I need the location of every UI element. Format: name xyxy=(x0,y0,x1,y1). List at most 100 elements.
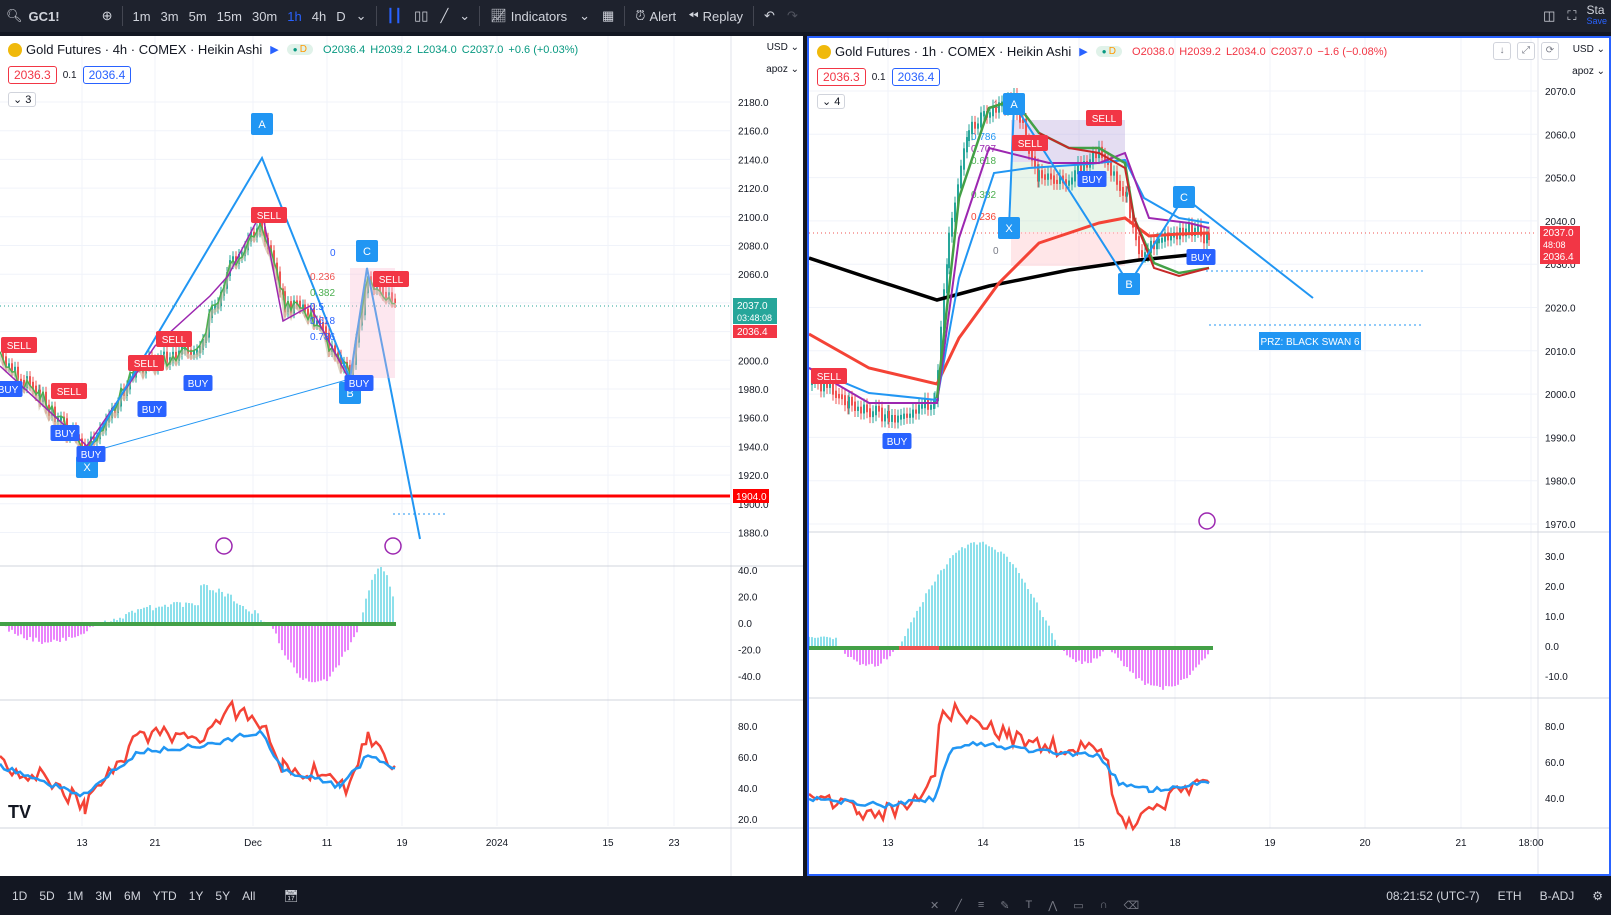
redo-button[interactable]: ↷ xyxy=(781,0,804,32)
range-6m[interactable]: 6M xyxy=(124,888,141,903)
clock-time[interactable]: 08:21:52 (UTC-7) xyxy=(1386,888,1480,903)
interval-dropdown[interactable]: ⌄ xyxy=(351,8,372,24)
unit-selector[interactable]: apoz ⌄ xyxy=(766,64,799,75)
buy-price-button[interactable]: 2036.4 xyxy=(891,68,941,86)
low-value: L2034.0 xyxy=(1225,45,1266,58)
symbol-search[interactable]: 🔍︎ GC1! xyxy=(0,0,66,32)
candle-body xyxy=(334,345,336,357)
eraser-icon[interactable]: ⌫ xyxy=(1123,900,1140,912)
session-toggle[interactable]: ETH xyxy=(1497,888,1522,903)
candle-body xyxy=(918,404,920,414)
layout-panels-button[interactable]: ◫ xyxy=(1537,0,1561,32)
chart-type-bars-button[interactable]: ┃┃ xyxy=(381,0,409,32)
sell-price-button[interactable]: 2036.3 xyxy=(817,68,866,86)
interval-d[interactable]: D xyxy=(336,8,346,24)
candle-body xyxy=(1188,223,1190,233)
candle-body xyxy=(273,250,275,267)
last-price-bg xyxy=(1540,226,1580,264)
currency-selector[interactable]: USD ⌄ xyxy=(766,42,799,53)
compare-button[interactable]: ⊕ xyxy=(96,0,119,32)
candle-body xyxy=(264,226,266,242)
chart-legend: Gold Futures · 1h · COMEX · Heikin Ashi … xyxy=(817,44,1389,59)
interval-30m[interactable]: 30m xyxy=(251,8,278,24)
adjustment-toggle[interactable]: B-ADJ xyxy=(1539,888,1575,903)
chart-type-candles-button[interactable]: ▯▯ xyxy=(408,0,434,32)
interval-4h[interactable]: 4h xyxy=(311,8,327,24)
alert-button[interactable]: ⏰︎ Alert xyxy=(629,0,682,32)
save-status[interactable]: Sta Save xyxy=(1582,4,1611,27)
price-tick: 1920.0 xyxy=(738,471,769,482)
maximize-icon[interactable]: ⤢ xyxy=(1517,42,1535,60)
bars-icon: ┃┃ xyxy=(386,8,403,23)
chart-canvas-4h[interactable]: 2180.02160.02140.02120.02100.02080.02060… xyxy=(0,36,803,876)
trade-buttons: 2036.3 0.1 2036.4 xyxy=(8,66,132,84)
market-status-badge[interactable]: D xyxy=(286,44,314,55)
magnet-icon[interactable]: ∩ xyxy=(1099,899,1108,911)
candle-body xyxy=(1122,186,1124,196)
fib-level-label: 0.618 xyxy=(310,316,335,327)
range-5d[interactable]: 5D xyxy=(39,888,55,903)
range-1d[interactable]: 1D xyxy=(12,888,28,903)
sell-price-button[interactable]: 2036.3 xyxy=(8,66,57,84)
chart-type-dropdown[interactable]: ⌄ xyxy=(454,8,475,24)
point-b: B xyxy=(1125,279,1132,291)
cursor-icon[interactable]: ✕ xyxy=(930,900,940,912)
fullscreen-button[interactable]: ⛶ xyxy=(1561,0,1582,32)
interval-3m[interactable]: 3m xyxy=(160,8,179,24)
candle-body xyxy=(992,105,994,117)
indicators-collapse-toggle[interactable]: ⌄ 3 xyxy=(8,92,37,107)
interval-15m[interactable]: 15m xyxy=(216,8,242,24)
last-price-bg xyxy=(733,298,777,324)
bid-price-bg xyxy=(733,325,777,338)
trendline-icon[interactable]: ╱ xyxy=(955,900,962,912)
goto-date-button[interactable]: 📅︎ xyxy=(277,889,304,903)
calendar-icon: 📅︎ xyxy=(283,888,299,903)
range-ytd[interactable]: YTD xyxy=(152,888,177,903)
unit-selector[interactable]: apoz ⌄ xyxy=(1572,66,1605,77)
range-3m[interactable]: 3M xyxy=(95,888,113,903)
candle-body xyxy=(863,404,865,414)
flag-icon[interactable]: ▶ xyxy=(1079,46,1088,58)
brush-icon[interactable]: ✎ xyxy=(1000,900,1010,912)
range-1y[interactable]: 1Y xyxy=(188,888,204,903)
candle-body xyxy=(1126,192,1128,197)
candle-body xyxy=(1104,153,1106,162)
signal-sell-label-bg xyxy=(51,383,87,399)
arrow-down-icon[interactable]: ↓ xyxy=(1493,42,1511,60)
candle-body xyxy=(1077,161,1079,175)
ruler-icon[interactable]: ▭ xyxy=(1073,900,1084,912)
market-status-badge[interactable]: D xyxy=(1095,46,1123,57)
candle-body xyxy=(971,121,973,135)
candle-body xyxy=(14,366,16,372)
currency-selector[interactable]: USD ⌄ xyxy=(1572,44,1605,55)
interval-1m[interactable]: 1m xyxy=(132,8,151,24)
interval-5m[interactable]: 5m xyxy=(188,8,207,24)
chart-type-line-button[interactable]: ╱ xyxy=(434,0,454,32)
chevron-down-icon: ⌄ xyxy=(13,94,23,106)
fib-icon[interactable]: ≡ xyxy=(977,899,985,911)
chart-pane-4h[interactable]: Gold Futures · 4h · COMEX · Heikin Ashi … xyxy=(0,36,803,876)
range-all[interactable]: All xyxy=(242,888,256,903)
signal-buy-label-bg xyxy=(0,381,23,397)
interval-1h[interactable]: 1h xyxy=(287,8,302,24)
candle-body xyxy=(340,354,342,369)
replay-button[interactable]: ⏪︎ Replay xyxy=(682,0,749,32)
indicators-collapse-toggle[interactable]: ⌄ 4 xyxy=(817,94,846,109)
chart-pane-1h[interactable]: Gold Futures · 1h · COMEX · Heikin Ashi … xyxy=(807,36,1611,876)
flag-icon[interactable]: ▶ xyxy=(270,44,279,56)
range-1m[interactable]: 1M xyxy=(66,888,84,903)
candle-body xyxy=(977,123,979,129)
indicators-button[interactable]: 📈︎ Indicators ⌄ xyxy=(484,0,596,32)
candle-body xyxy=(909,413,911,418)
pattern-icon[interactable]: ⋀ xyxy=(1048,900,1058,912)
candle-body xyxy=(196,349,198,355)
chart-canvas-1h[interactable]: 2070.02060.02050.02040.02030.02020.02010… xyxy=(809,38,1609,874)
settings-gear-icon[interactable]: ⚙ xyxy=(1592,888,1603,903)
layouts-button[interactable]: ▦ xyxy=(596,0,620,32)
range-5y[interactable]: 5Y xyxy=(215,888,231,903)
text-icon[interactable]: T xyxy=(1025,899,1033,911)
sync-icon[interactable]: ⟳ xyxy=(1541,42,1559,60)
buy-price-button[interactable]: 2036.4 xyxy=(82,66,132,84)
undo-button[interactable]: ↶ xyxy=(758,0,781,32)
candle-body xyxy=(869,408,871,418)
